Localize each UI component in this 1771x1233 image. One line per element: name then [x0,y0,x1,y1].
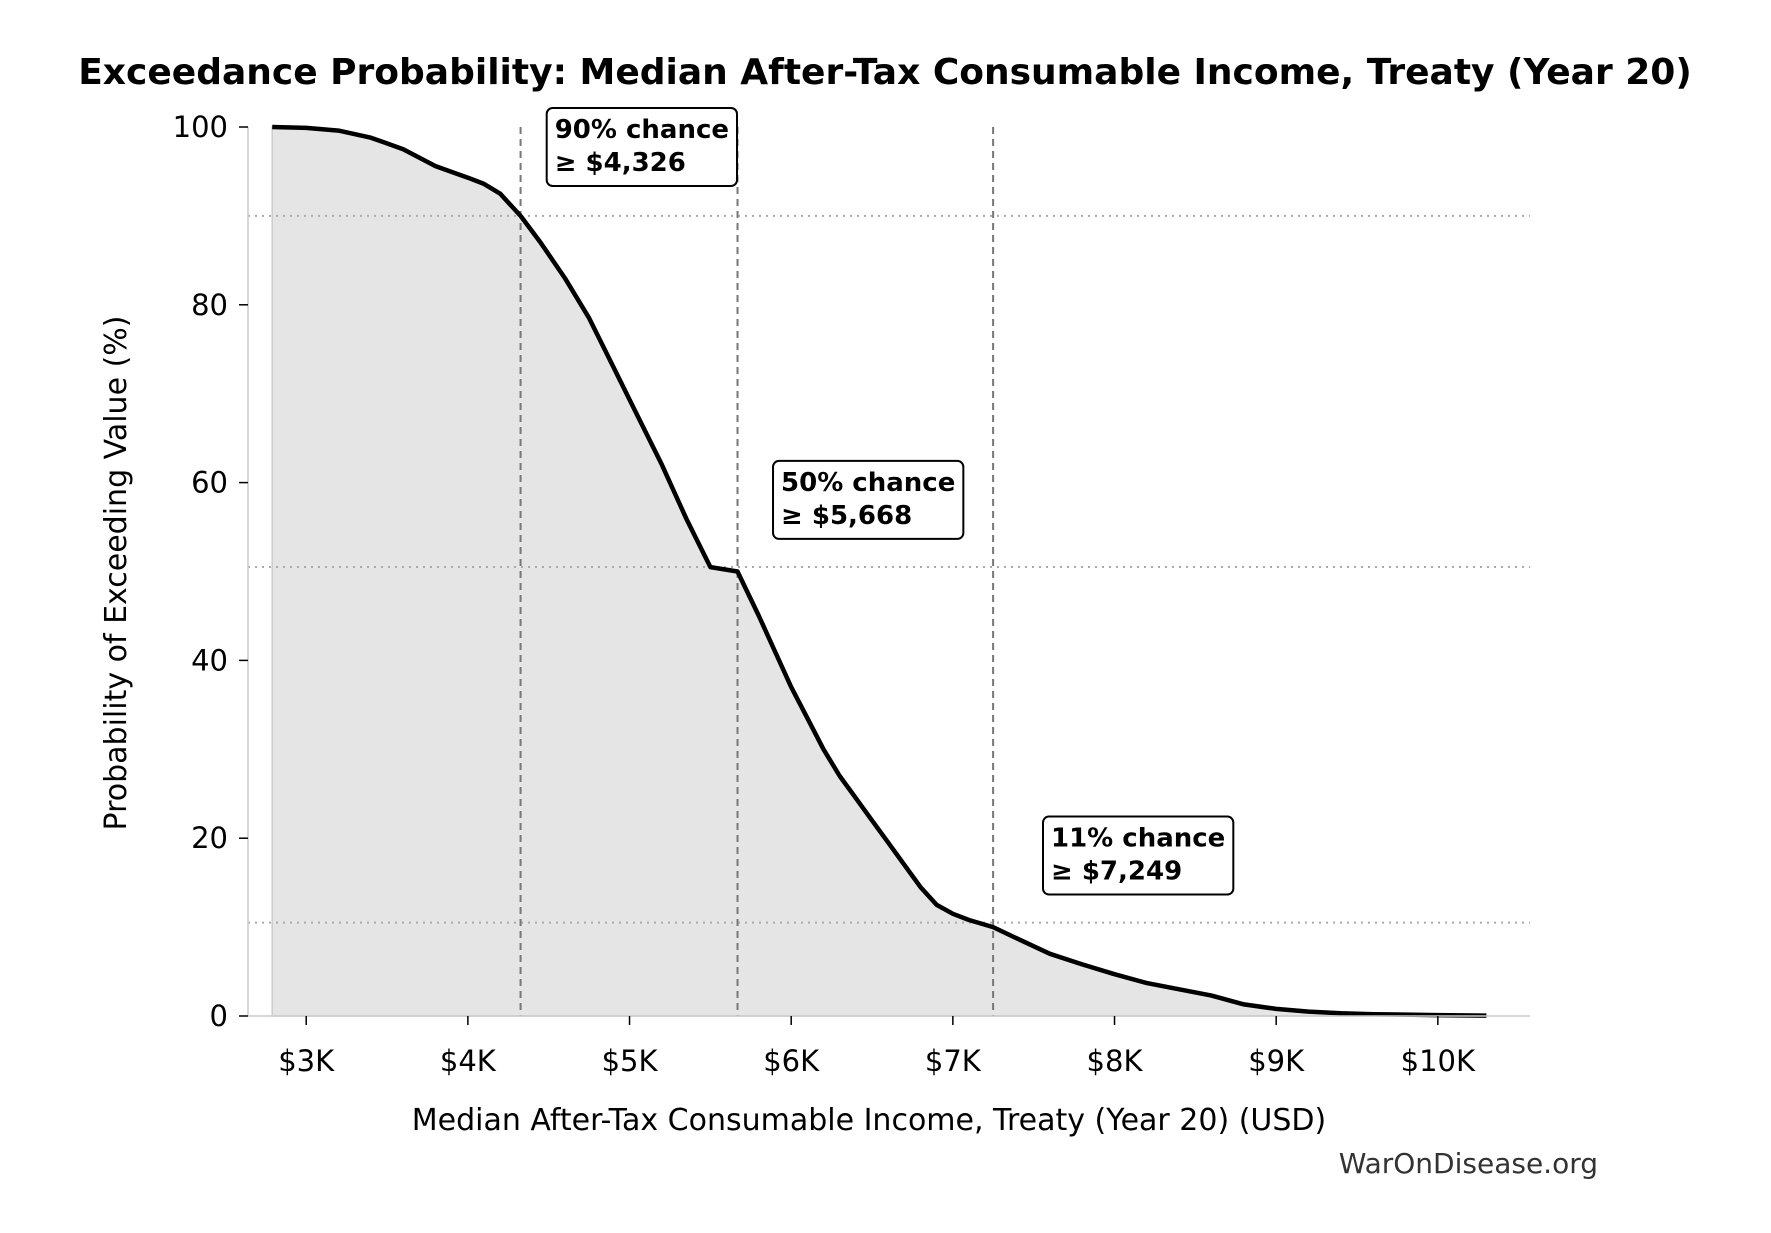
y-tick-label: 80 [191,288,228,322]
y-axis-ticks: 0 20 40 60 80 100 [173,110,248,1033]
x-tick-label: $6K [763,1044,820,1078]
annotation-line-1: 90% chance [555,115,729,145]
annotation-box [772,459,965,540]
annotation-box [545,107,739,187]
annotation-2: 11% chance≥ $7,249 [1042,815,1235,896]
y-tick-label: 100 [173,110,228,144]
annotation-0: 90% chance≥ $4,326 [545,107,739,187]
x-tick-label: $8K [1087,1044,1144,1078]
y-tick-label: 20 [191,821,228,855]
annotations: 90% chance≥ $4,326 50% chance≥ $5,668 11% … [545,107,1235,896]
x-tick-label: $4K [440,1044,497,1078]
watermark: WarOnDisease.org [1339,1147,1598,1180]
y-tick-label: 60 [191,466,228,500]
x-tick-label: $3K [278,1044,335,1078]
exceedance-curve [272,124,1487,1018]
annotation-box [1042,815,1235,896]
x-tick-label: $7K [925,1044,982,1078]
annotation-line-1: 50% chance [781,468,955,498]
x-tick-label: $5K [602,1044,659,1078]
chart-title: Exceedance Probability: Median After-Tax… [78,52,1692,93]
x-tick-label: $9K [1248,1044,1305,1078]
y-tick-label: 0 [210,999,228,1033]
y-axis-label: Probability of Exceeding Value (%) [99,316,134,831]
exceedance-area [271,126,1488,1017]
x-axis-ticks: $3K $4K $5K $6K $7K $8K $9K $10K [278,1016,1476,1078]
x-axis-label: Median After-Tax Consumable Income, Trea… [412,1103,1326,1138]
x-tick-label: $10K [1401,1044,1476,1078]
annotation-1: 50% chance≥ $5,668 [772,459,965,540]
y-tick-label: 40 [191,643,228,677]
annotation-line-1: 11% chance [1051,824,1225,854]
annotation-line-2: ≥ $5,668 [781,501,912,531]
annotation-line-2: ≥ $4,326 [555,148,686,178]
annotation-line-2: ≥ $7,249 [1051,857,1182,887]
